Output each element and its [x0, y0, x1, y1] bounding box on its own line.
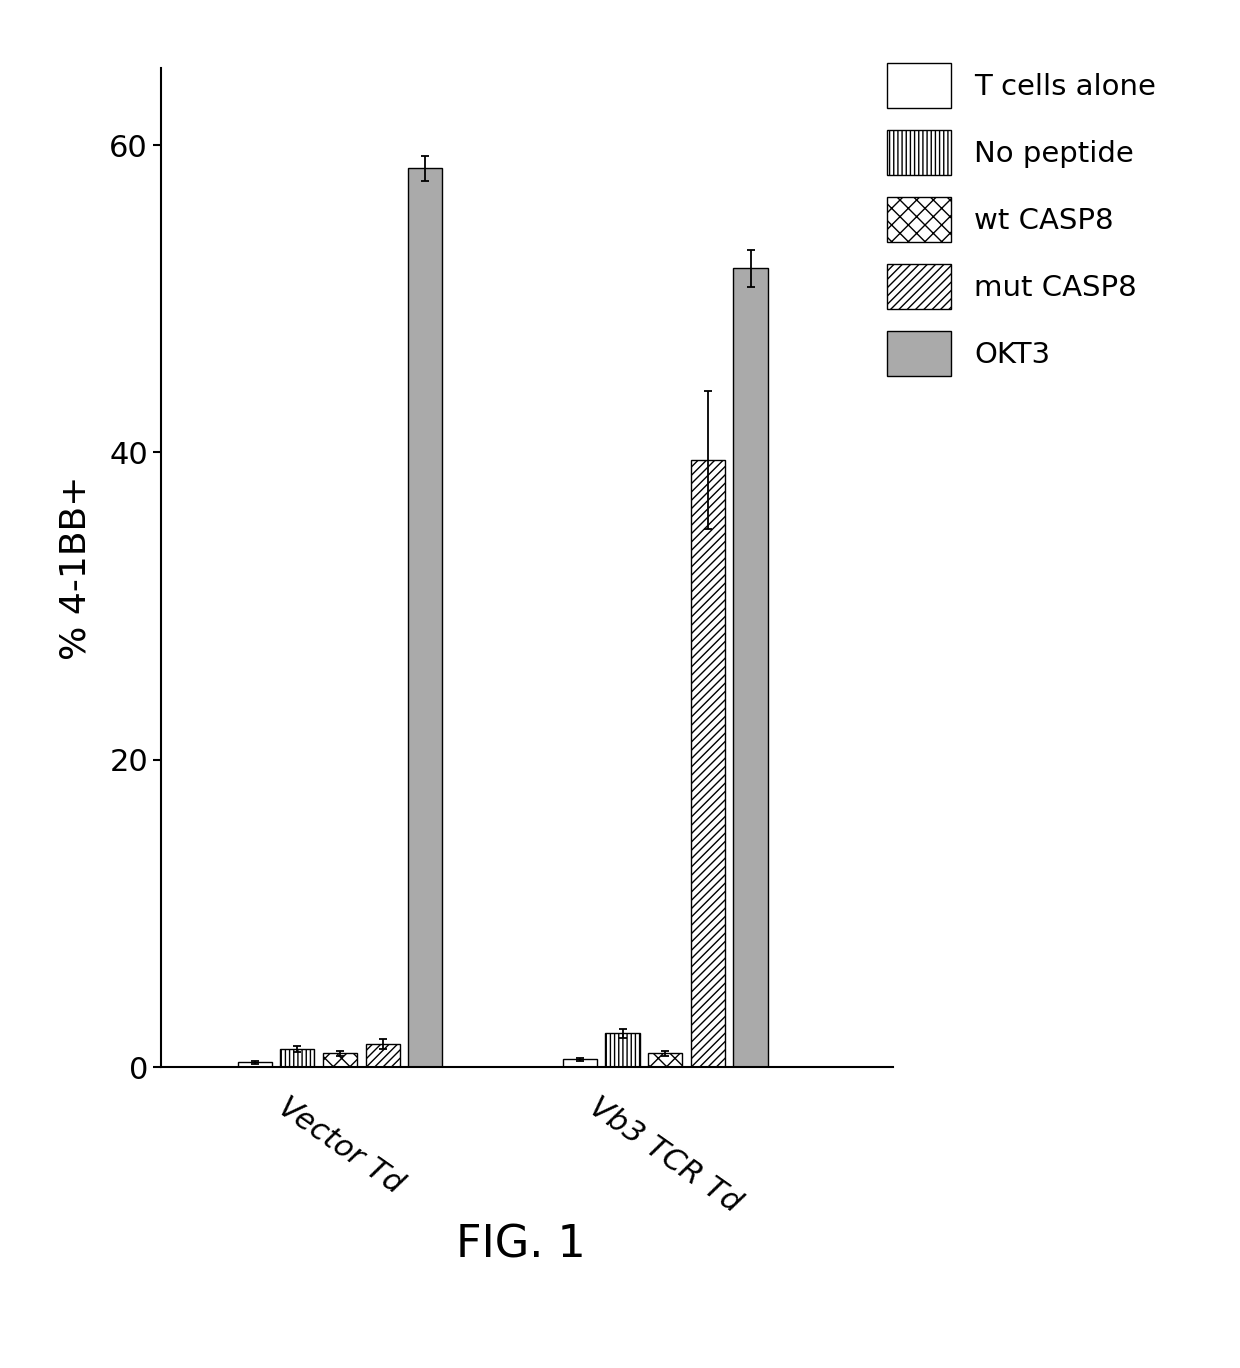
Bar [322, 1053, 357, 1067]
Bar [408, 168, 443, 1067]
Text: FIG. 1: FIG. 1 [456, 1223, 585, 1267]
Bar [366, 1044, 399, 1067]
Bar [734, 268, 768, 1067]
Bar [649, 1053, 682, 1067]
Text: Vector Td: Vector Td [272, 1092, 408, 1200]
Y-axis label: % 4-1BB+: % 4-1BB+ [58, 476, 93, 659]
Bar [238, 1063, 272, 1067]
Bar [691, 460, 725, 1067]
Bar [280, 1049, 315, 1067]
Text: Vb3 TCR Td: Vb3 TCR Td [584, 1092, 746, 1218]
Legend: T cells alone, No peptide, wt CASP8, mut CASP8, OKT3: T cells alone, No peptide, wt CASP8, mut… [872, 48, 1171, 390]
Bar [563, 1059, 596, 1067]
Bar [605, 1033, 640, 1067]
